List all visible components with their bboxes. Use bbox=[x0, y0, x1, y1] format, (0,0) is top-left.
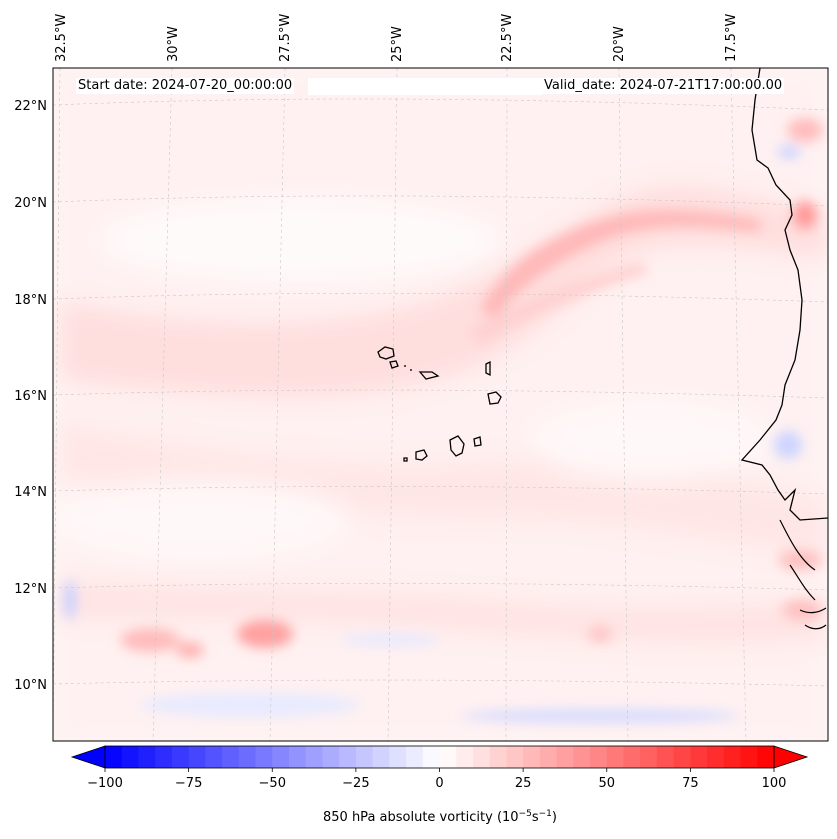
colorbar-segment bbox=[205, 746, 223, 768]
colorbar-tick-label: −25 bbox=[342, 776, 369, 791]
colorbar-segment bbox=[406, 746, 424, 768]
lat-label: 12°N bbox=[14, 582, 47, 597]
colorbar-segment bbox=[121, 746, 139, 768]
colorbar-segments bbox=[105, 746, 775, 768]
colorbar-segment bbox=[138, 746, 156, 768]
lon-label: 22.5°W bbox=[500, 14, 515, 62]
colorbar-segment bbox=[355, 746, 374, 768]
colorbar-segment bbox=[707, 746, 725, 768]
colorbar-tick-label: 0 bbox=[435, 776, 443, 791]
colorbar-segment bbox=[105, 746, 123, 768]
colorbar-segment bbox=[590, 746, 608, 768]
colorbar-segment bbox=[556, 746, 574, 768]
colorbar-segment bbox=[489, 746, 507, 768]
lon-label: 27.5°W bbox=[278, 14, 293, 62]
colorbar-segment bbox=[255, 746, 273, 768]
colorbar-segment bbox=[723, 746, 741, 768]
colorbar-tick-label: −75 bbox=[175, 776, 202, 791]
latitude-labels: 22°N 20°N 18°N 16°N 14°N 12°N 10°N bbox=[14, 99, 47, 693]
colorbar-segment bbox=[640, 746, 658, 768]
lat-label: 18°N bbox=[14, 293, 47, 308]
lon-label: 32.5°W bbox=[54, 14, 69, 62]
cape-verde-islands bbox=[377, 346, 502, 462]
colorbar-segment bbox=[222, 746, 240, 768]
lon-label: 17.5°W bbox=[724, 14, 739, 62]
lon-label: 30°W bbox=[166, 26, 181, 62]
colorbar-extend-max bbox=[773, 745, 809, 769]
start-date-label: Start date: 2024-07-20_00:00:00 bbox=[76, 78, 295, 94]
lat-label: 14°N bbox=[14, 485, 47, 500]
lat-label: 10°N bbox=[14, 678, 47, 693]
colorbar-tick-label: 100 bbox=[762, 776, 787, 791]
colorbar-segment bbox=[539, 746, 557, 768]
map-frame bbox=[52, 67, 829, 742]
colorbar-segment bbox=[439, 746, 457, 768]
colorbar-tick-label: −50 bbox=[259, 776, 286, 791]
africa-coastline bbox=[740, 68, 828, 521]
colorbar-segment bbox=[456, 746, 474, 768]
colorbar-segment bbox=[322, 746, 340, 768]
colorbar-tick-label: 75 bbox=[682, 776, 699, 791]
gridlines bbox=[53, 68, 828, 741]
colorbar-segment bbox=[656, 746, 675, 768]
colorbar-segment bbox=[372, 746, 390, 768]
colorbar-segment bbox=[339, 746, 357, 768]
lon-label: 25°W bbox=[390, 26, 405, 62]
colorbar-segment bbox=[506, 746, 524, 768]
colorbar-segment bbox=[288, 746, 307, 768]
lon-label: 20°W bbox=[612, 26, 627, 62]
colorbar-segment bbox=[155, 746, 173, 768]
colorbar-tick-label: 50 bbox=[598, 776, 615, 791]
colorbar-segment bbox=[272, 746, 290, 768]
colorbar-ticks: −100 −75 −50 −25 0 25 50 75 100 bbox=[87, 768, 786, 791]
colorbar-tick-label: 25 bbox=[515, 776, 532, 791]
lat-label: 20°N bbox=[14, 196, 47, 211]
colorbar-tick-label: −100 bbox=[87, 776, 123, 791]
longitude-labels: 32.5°W 30°W 27.5°W 25°W 22.5°W 20°W 17.5… bbox=[54, 14, 739, 62]
colorbar-segment bbox=[673, 746, 691, 768]
colorbar-segment bbox=[472, 746, 491, 768]
colorbar-extend-min bbox=[70, 745, 106, 769]
colorbar-label: 850 hPa absolute vorticity (10−5s−1) bbox=[323, 809, 557, 825]
colorbar-segment bbox=[573, 746, 591, 768]
header-strip bbox=[308, 78, 542, 95]
valid-date-label: Valid_date: 2024-07-21T17:00:00.00 bbox=[542, 78, 785, 94]
colorbar-segment bbox=[606, 746, 624, 768]
colorbar-segment bbox=[305, 746, 323, 768]
lat-label: 16°N bbox=[14, 389, 47, 404]
colorbar: −100 −75 −50 −25 0 25 50 75 100 850 hPa absolute… bbox=[70, 745, 809, 825]
vorticity-field bbox=[53, 68, 828, 741]
colorbar-segment bbox=[690, 746, 708, 768]
colorbar-segment bbox=[623, 746, 641, 768]
colorbar-segment bbox=[389, 746, 407, 768]
colorbar-segment bbox=[238, 746, 256, 768]
colorbar-segment bbox=[171, 746, 190, 768]
lat-label: 22°N bbox=[14, 99, 47, 114]
colorbar-segment bbox=[188, 746, 206, 768]
colorbar-segment bbox=[740, 746, 758, 768]
colorbar-segment bbox=[757, 746, 775, 768]
colorbar-segment bbox=[523, 746, 541, 768]
colorbar-segment bbox=[422, 746, 440, 768]
